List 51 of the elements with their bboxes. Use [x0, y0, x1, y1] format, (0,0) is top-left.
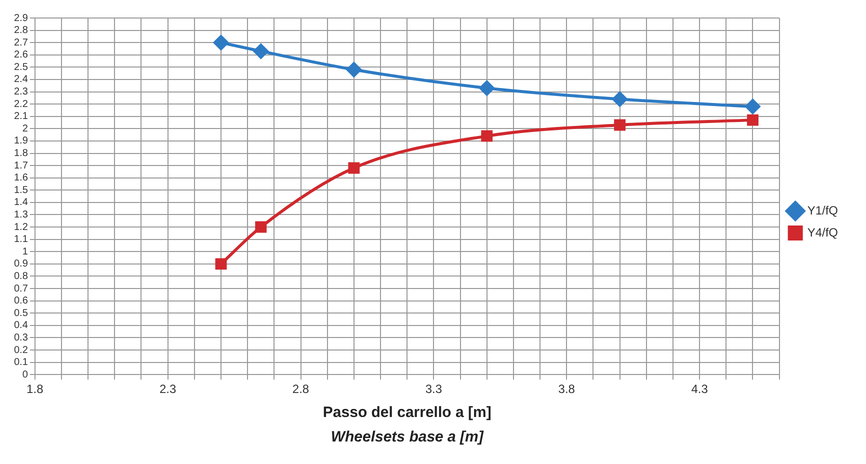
- point: [746, 114, 758, 126]
- point: [348, 162, 360, 174]
- y-tick-label: 2.1: [14, 111, 28, 122]
- text: Wheelsets base a [m]: [330, 428, 484, 446]
- point: [745, 99, 760, 114]
- x-tick-label: 4.3: [691, 382, 708, 396]
- y-tick-label: 0.6: [14, 296, 28, 307]
- y-tick-label: 1.1: [14, 234, 28, 246]
- y-tick-label: 2.7: [14, 37, 28, 48]
- point: [612, 92, 628, 107]
- y-tick-label: 0.2: [14, 344, 28, 356]
- legend-label: Y1/fQ: [807, 203, 838, 218]
- point: [214, 35, 229, 50]
- point: [253, 44, 268, 59]
- y-tick-label: 1.6: [14, 172, 28, 184]
- point: [346, 62, 362, 78]
- point: [481, 130, 493, 142]
- y-tick-label: 2.5: [14, 62, 28, 73]
- y-tick-label: 0.1: [14, 357, 28, 368]
- y-tick-label: 2.4: [14, 74, 28, 86]
- y-tick-label: 0.9: [14, 258, 28, 270]
- y-tick-label: 2.9: [14, 12, 28, 24]
- point: [614, 119, 626, 131]
- x-axis-title: Passo del carrello a [m]: [322, 404, 492, 422]
- legend-label: Y4/fQ: [807, 225, 838, 240]
- y-tick-label: 2.8: [14, 25, 28, 36]
- y-tick-label: 1.4: [14, 197, 28, 208]
- point: [479, 80, 494, 96]
- y-tick-label: 2: [22, 123, 28, 134]
- point: [255, 221, 267, 233]
- y-tick-label: 1.7: [14, 160, 28, 172]
- y-tick-label: 0: [22, 369, 28, 380]
- y-tick-label: 2.3: [14, 86, 28, 98]
- y-tick-label: 2.2: [14, 98, 28, 110]
- y-tick-label: 1.5: [14, 184, 28, 196]
- y-tick-label: 1: [22, 246, 28, 258]
- y-tick-label: 1.2: [14, 222, 28, 233]
- x-tick-label: 3.8: [558, 382, 576, 396]
- y-tick-label: 0.7: [14, 283, 28, 294]
- y-tick-label: 1.9: [14, 136, 28, 147]
- x-tick-label: 3.3: [425, 382, 442, 396]
- y-tick-label: 1.3: [14, 209, 28, 220]
- y-tick-label: 1.8: [14, 148, 28, 160]
- y-tick-label: 0.5: [14, 308, 28, 319]
- x-tick-label: 2.3: [159, 382, 176, 396]
- x-tick-label: 2.8: [292, 382, 310, 396]
- y-tick-label: 2.6: [14, 50, 28, 61]
- y-tick-label: 0.3: [14, 332, 28, 344]
- point: [215, 258, 227, 270]
- y-tick-label: 0.4: [14, 320, 28, 332]
- y-tick-label: 0.8: [14, 270, 28, 282]
